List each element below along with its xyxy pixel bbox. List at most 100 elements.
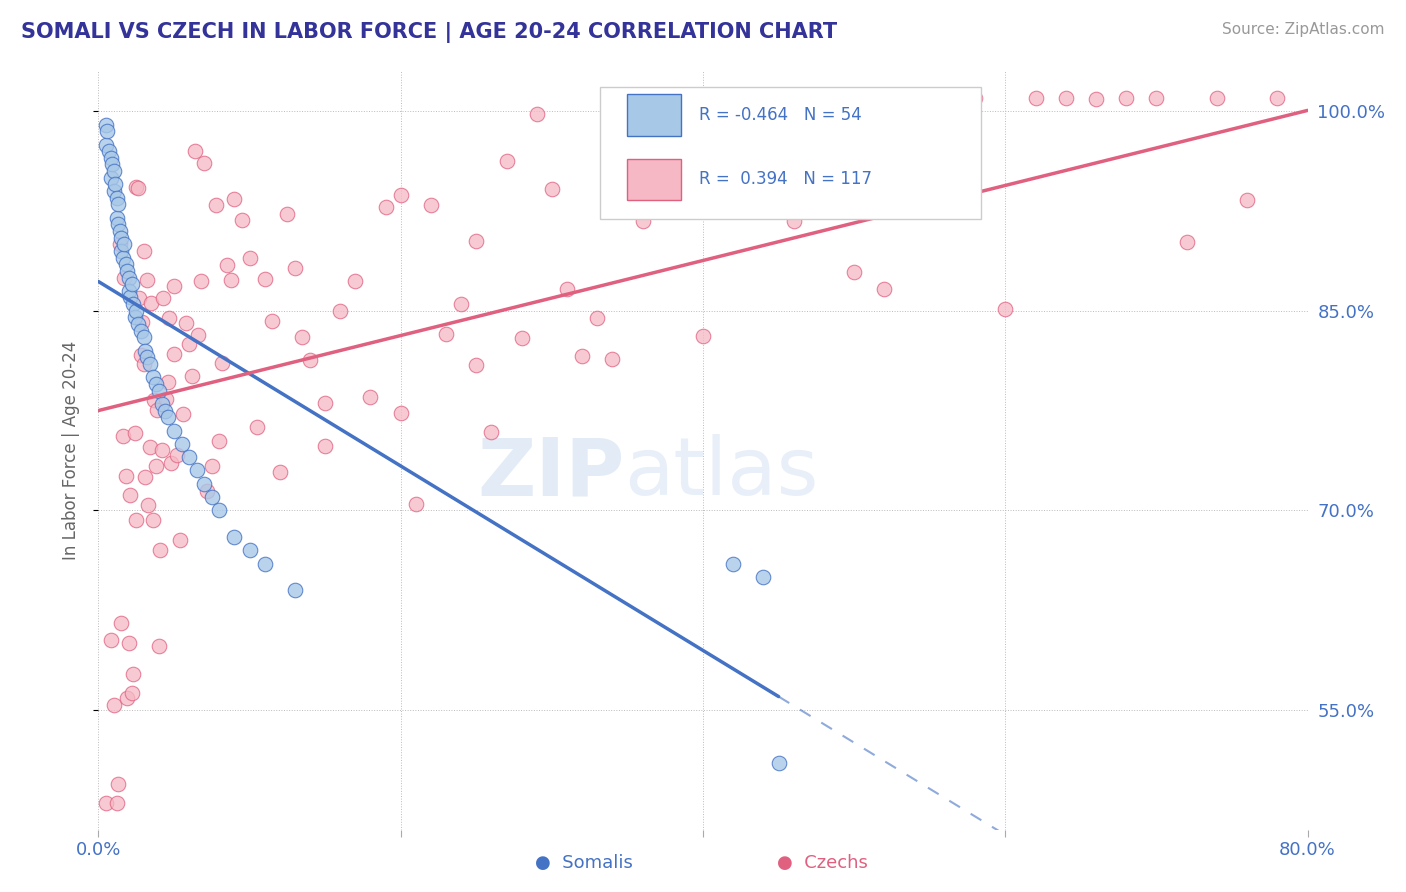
- Y-axis label: In Labor Force | Age 20-24: In Labor Force | Age 20-24: [62, 341, 80, 560]
- Point: [150, 397, 173, 411]
- Point: [132, 357, 155, 371]
- Text: ZIP: ZIP: [477, 434, 624, 512]
- Point: [166, 448, 188, 462]
- Point: [284, 261, 307, 276]
- Point: [146, 402, 169, 417]
- Point: [155, 392, 177, 406]
- Point: [141, 296, 163, 310]
- Point: [108, 224, 131, 238]
- Point: [142, 370, 165, 384]
- Point: [156, 410, 179, 425]
- Point: [105, 796, 128, 810]
- Point: [631, 214, 654, 228]
- Point: [170, 437, 193, 451]
- Point: [156, 376, 179, 390]
- Point: [125, 179, 148, 194]
- Point: [179, 450, 201, 464]
- Point: [136, 498, 159, 512]
- Point: [160, 457, 183, 471]
- Point: [181, 369, 204, 384]
- Text: atlas: atlas: [624, 434, 818, 512]
- Point: [465, 359, 488, 373]
- Point: [208, 434, 231, 448]
- Point: [139, 441, 162, 455]
- Point: [329, 303, 352, 318]
- Point: [253, 271, 276, 285]
- Point: [145, 376, 167, 391]
- Point: [276, 207, 298, 221]
- Point: [122, 667, 145, 681]
- Point: [159, 310, 181, 325]
- Point: [873, 282, 896, 296]
- Point: [723, 557, 745, 571]
- FancyBboxPatch shape: [600, 87, 981, 219]
- Point: [616, 91, 638, 105]
- Point: [540, 182, 562, 196]
- Point: [1115, 91, 1137, 105]
- Bar: [627, 95, 682, 136]
- Point: [115, 264, 138, 278]
- Point: [190, 274, 212, 288]
- Point: [420, 197, 443, 211]
- Point: [768, 756, 790, 770]
- Point: [1085, 92, 1108, 106]
- Point: [201, 458, 224, 473]
- Point: [1175, 235, 1198, 249]
- Point: [135, 272, 157, 286]
- Point: [121, 685, 143, 699]
- Point: [104, 178, 127, 192]
- Point: [111, 251, 134, 265]
- Point: [114, 257, 136, 271]
- Point: [127, 181, 149, 195]
- Text: Source: ZipAtlas.com: Source: ZipAtlas.com: [1222, 22, 1385, 37]
- Point: [103, 698, 125, 713]
- Text: R =  0.394   N = 117: R = 0.394 N = 117: [699, 170, 872, 188]
- Point: [904, 110, 927, 124]
- Point: [172, 407, 194, 421]
- Point: [193, 476, 215, 491]
- Point: [103, 184, 125, 198]
- Point: [510, 331, 533, 345]
- Point: [152, 291, 174, 305]
- Point: [215, 258, 238, 272]
- Point: [253, 557, 276, 571]
- Point: [100, 632, 122, 647]
- Point: [153, 403, 176, 417]
- Point: [262, 314, 284, 328]
- Point: [231, 213, 253, 227]
- Point: [122, 297, 145, 311]
- Point: [752, 570, 775, 584]
- Point: [125, 513, 148, 527]
- Point: [195, 483, 218, 498]
- Point: [844, 265, 866, 279]
- Point: [179, 337, 201, 351]
- Point: [131, 315, 153, 329]
- Point: [148, 639, 170, 653]
- Point: [118, 270, 141, 285]
- Point: [965, 91, 987, 105]
- Point: [163, 347, 186, 361]
- Point: [100, 151, 122, 165]
- Point: [169, 533, 191, 547]
- Point: [120, 291, 142, 305]
- Point: [586, 311, 609, 326]
- Point: [813, 91, 835, 105]
- Text: R = -0.464   N = 54: R = -0.464 N = 54: [699, 106, 862, 124]
- Point: [124, 310, 146, 325]
- Point: [94, 796, 117, 810]
- Point: [150, 442, 173, 457]
- Point: [246, 420, 269, 434]
- Point: [284, 583, 307, 598]
- Point: [526, 107, 548, 121]
- Point: [118, 636, 141, 650]
- Point: [134, 469, 156, 483]
- Point: [118, 284, 141, 298]
- Point: [465, 234, 488, 248]
- Point: [389, 188, 412, 202]
- Point: [434, 327, 457, 342]
- Point: [94, 118, 117, 132]
- Point: [110, 244, 132, 258]
- Point: [121, 277, 143, 292]
- Point: [163, 279, 186, 293]
- Point: [1206, 91, 1229, 105]
